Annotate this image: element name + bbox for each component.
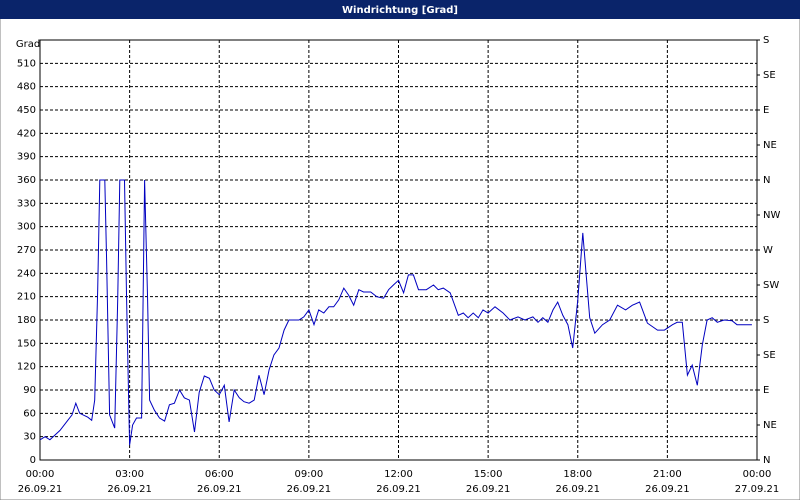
y-tick-label: 270 <box>17 245 36 256</box>
y2-tick-label: N <box>763 455 770 466</box>
x-tick-date: 26.09.21 <box>645 484 690 495</box>
y-tick-label: 450 <box>17 105 36 116</box>
y2-tick-label: SE <box>763 70 776 81</box>
y-tick-label: 360 <box>17 175 36 186</box>
y2-tick-label: S <box>763 35 769 46</box>
data-line <box>39 179 752 446</box>
y2-tick-label: N <box>763 175 770 186</box>
y2-tick-label: W <box>763 245 773 256</box>
x-tick-label: 18:00 <box>563 469 592 480</box>
x-tick-label: 06:00 <box>205 469 234 480</box>
y-tick-label: 480 <box>17 82 36 93</box>
x-tick-date: 27.09.21 <box>735 484 780 495</box>
y2-tick-label: S <box>763 315 769 326</box>
y-tick-label: 120 <box>17 362 36 373</box>
y2-tick-label: NE <box>763 140 777 151</box>
x-tick-date: 26.09.21 <box>287 484 332 495</box>
y-tick-label: 90 <box>23 385 36 396</box>
y-tick-label: 240 <box>17 268 36 279</box>
x-tick-label: 03:00 <box>115 469 144 480</box>
x-tick-date: 26.09.21 <box>376 484 421 495</box>
x-tick-label: 15:00 <box>474 469 503 480</box>
x-tick-date: 26.09.21 <box>466 484 511 495</box>
x-tick-label: 21:00 <box>653 469 682 480</box>
y2-tick-label: SW <box>763 280 779 291</box>
y-tick-label: 420 <box>17 128 36 139</box>
y2-tick-label: NE <box>763 420 777 431</box>
y2-tick-label: SE <box>763 350 776 361</box>
y-tick-label: 390 <box>17 152 36 163</box>
y-tick-label: 150 <box>17 338 36 349</box>
y2-tick-label: NW <box>763 210 780 221</box>
y-tick-label: 210 <box>17 292 36 303</box>
x-tick-label: 09:00 <box>294 469 323 480</box>
x-tick-date: 26.09.21 <box>197 484 242 495</box>
y2-tick-label: E <box>763 385 769 396</box>
y2-tick-label: E <box>763 105 769 116</box>
y-tick-label: 330 <box>17 198 36 209</box>
x-tick-date: 26.09.21 <box>555 484 600 495</box>
y-tick-label: 510 <box>17 58 36 69</box>
title-bar <box>0 0 800 19</box>
x-tick-label: 12:00 <box>384 469 413 480</box>
x-tick-date: 26.09.21 <box>18 484 63 495</box>
x-tick-label: 00:00 <box>26 469 55 480</box>
chart-title: Windrichtung [Grad] <box>342 5 458 16</box>
y-tick-label: 300 <box>17 222 36 233</box>
y-tick-label: 60 <box>23 408 36 419</box>
x-tick-date: 26.09.21 <box>107 484 152 495</box>
y-tick-label: 30 <box>23 432 36 443</box>
y-tick-label: 0 <box>30 455 36 466</box>
y-axis-label: Grad <box>16 39 40 50</box>
y-tick-label: 180 <box>17 315 36 326</box>
plot-frame <box>39 39 758 461</box>
x-tick-label: 00:00 <box>743 469 772 480</box>
